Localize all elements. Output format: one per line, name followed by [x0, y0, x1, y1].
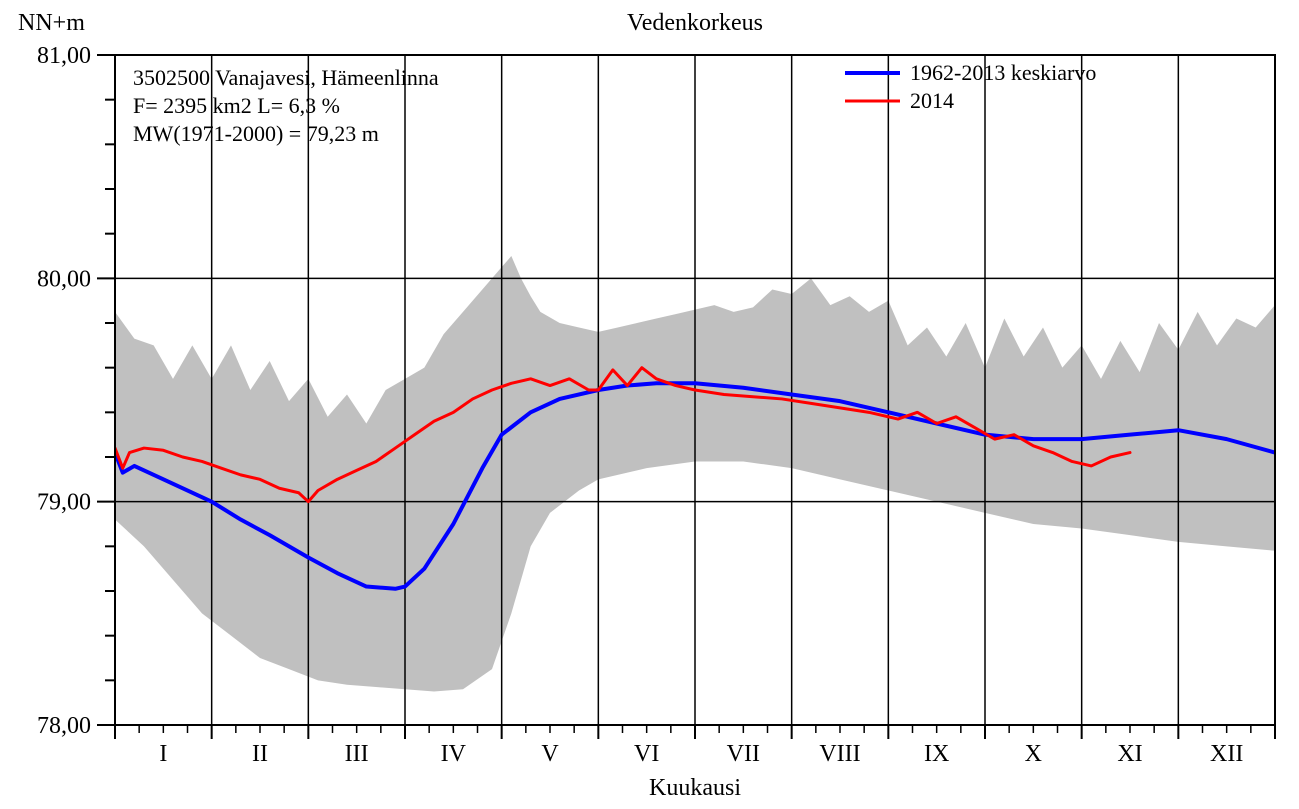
info-line: MW(1971-2000) = 79,23 m — [133, 121, 379, 146]
x-tick-label: XI — [1117, 741, 1142, 767]
x-tick-label: IX — [924, 741, 949, 767]
y-tick-label: 78,00 — [37, 713, 91, 739]
chart-title: Vedenkorkeus — [627, 10, 763, 36]
x-tick-label: V — [541, 741, 559, 767]
x-tick-label: VII — [727, 741, 760, 767]
x-tick-label: VIII — [819, 741, 860, 767]
info-line: F= 2395 km2 L= 6,3 % — [133, 93, 340, 118]
x-tick-label: II — [252, 741, 268, 767]
legend-label: 1962-2013 keskiarvo — [910, 60, 1096, 85]
info-line: 3502500 Vanajavesi, Hämeenlinna — [133, 65, 439, 90]
x-tick-label: III — [345, 741, 369, 767]
chart-svg: 78,0079,0080,0081,00IIIIIIIVVVIVIIVIIIIX… — [0, 0, 1299, 809]
x-tick-label: XII — [1210, 741, 1243, 767]
x-tick-label: IV — [441, 741, 467, 767]
x-tick-label: I — [159, 741, 167, 767]
legend-label: 2014 — [910, 88, 954, 113]
y-tick-label: 81,00 — [37, 43, 91, 69]
x-tick-label: X — [1025, 741, 1042, 767]
x-axis-label: Kuukausi — [649, 775, 741, 801]
x-tick-label: VI — [634, 741, 659, 767]
y-tick-label: 79,00 — [37, 490, 91, 516]
water-level-chart: 78,0079,0080,0081,00IIIIIIIVVVIVIIVIIIIX… — [0, 0, 1299, 809]
y-axis-label: NN+m — [18, 10, 85, 36]
y-tick-label: 80,00 — [37, 266, 91, 292]
